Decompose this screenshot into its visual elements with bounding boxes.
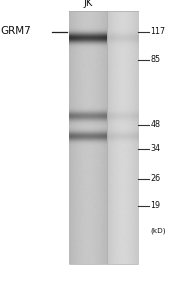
Text: GRM7: GRM7 — [1, 26, 32, 37]
Text: 117: 117 — [151, 27, 166, 36]
Bar — [69, 11, 138, 264]
Text: 85: 85 — [151, 56, 161, 64]
Text: (kD): (kD) — [151, 228, 166, 234]
Text: 34: 34 — [151, 144, 161, 153]
Text: 48: 48 — [151, 120, 161, 129]
Text: JK: JK — [84, 0, 93, 8]
Text: 26: 26 — [151, 174, 161, 183]
Text: 19: 19 — [151, 201, 161, 210]
